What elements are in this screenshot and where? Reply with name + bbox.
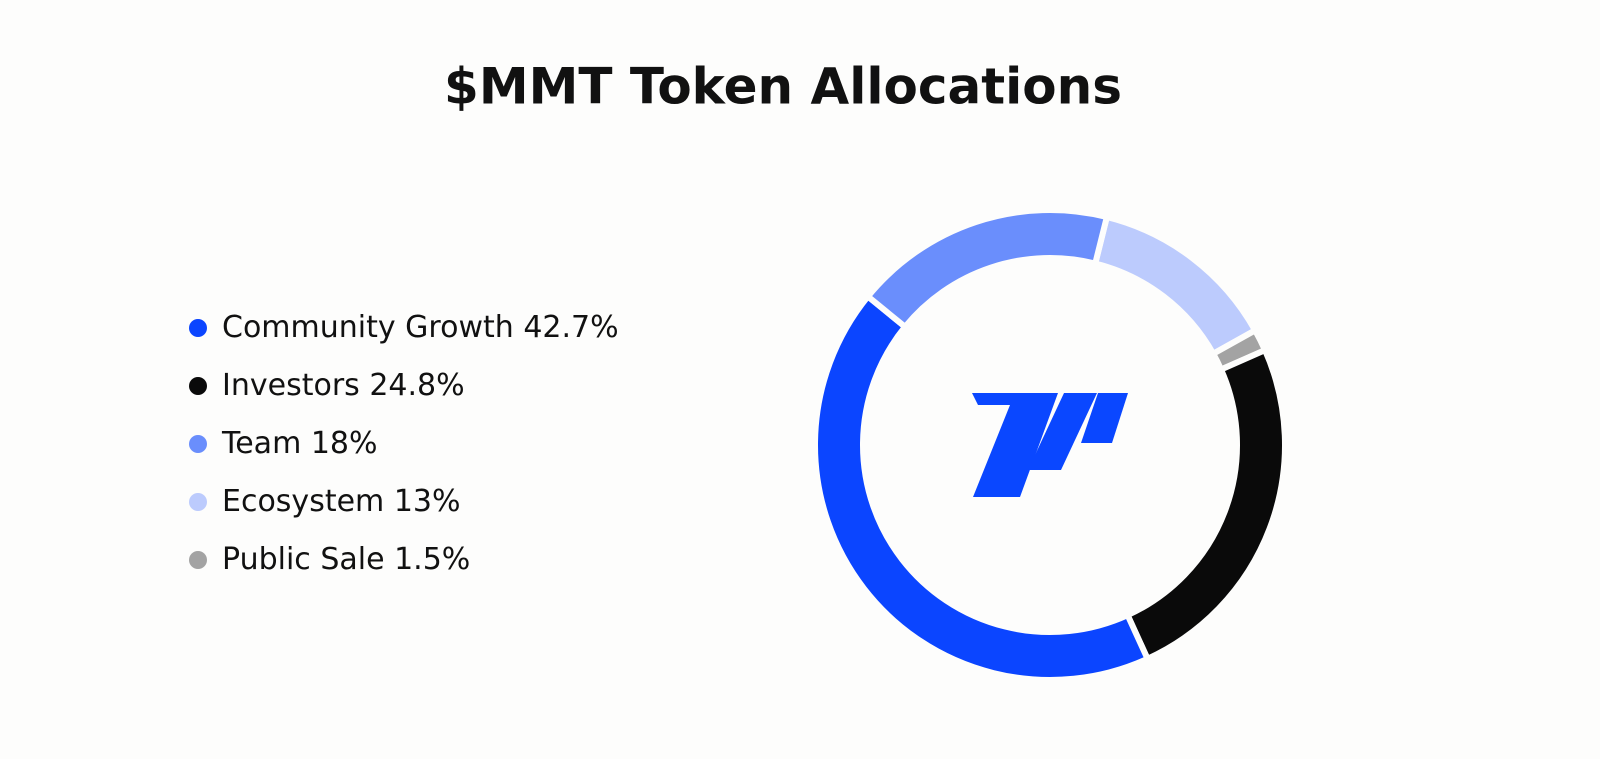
- legend-name: Investors: [222, 368, 360, 403]
- legend-marker: [189, 551, 207, 569]
- legend-name: Ecosystem: [222, 484, 384, 519]
- legend-marker: [189, 493, 207, 511]
- chart-title: $MMT Token Allocations: [444, 58, 1122, 116]
- legend-name: Team: [221, 426, 301, 461]
- legend-label: Team 18%: [221, 426, 378, 461]
- legend-name: Community Growth: [222, 310, 514, 345]
- legend-value: 13%: [394, 484, 461, 519]
- legend-name: Public Sale: [222, 542, 385, 577]
- logo: [972, 393, 1128, 497]
- legend-label: Investors 24.8%: [222, 368, 465, 403]
- legend-marker: [189, 319, 207, 337]
- legend-value: 1.5%: [394, 542, 470, 577]
- legend-marker: [189, 377, 207, 395]
- donut-segment: [863, 207, 1111, 332]
- legend-value: 24.8%: [369, 368, 464, 403]
- donut-segment: [812, 292, 1152, 684]
- donut-segment: [1091, 213, 1260, 358]
- legend-marker: [189, 435, 207, 453]
- legend-label: Community Growth 42.7%: [222, 310, 619, 345]
- legend-label: Ecosystem 13%: [222, 484, 461, 519]
- donut-segment: [1123, 346, 1288, 663]
- legend-label: Public Sale 1.5%: [222, 542, 470, 577]
- legend-value: 18%: [311, 426, 378, 461]
- legend-value: 42.7%: [523, 310, 618, 345]
